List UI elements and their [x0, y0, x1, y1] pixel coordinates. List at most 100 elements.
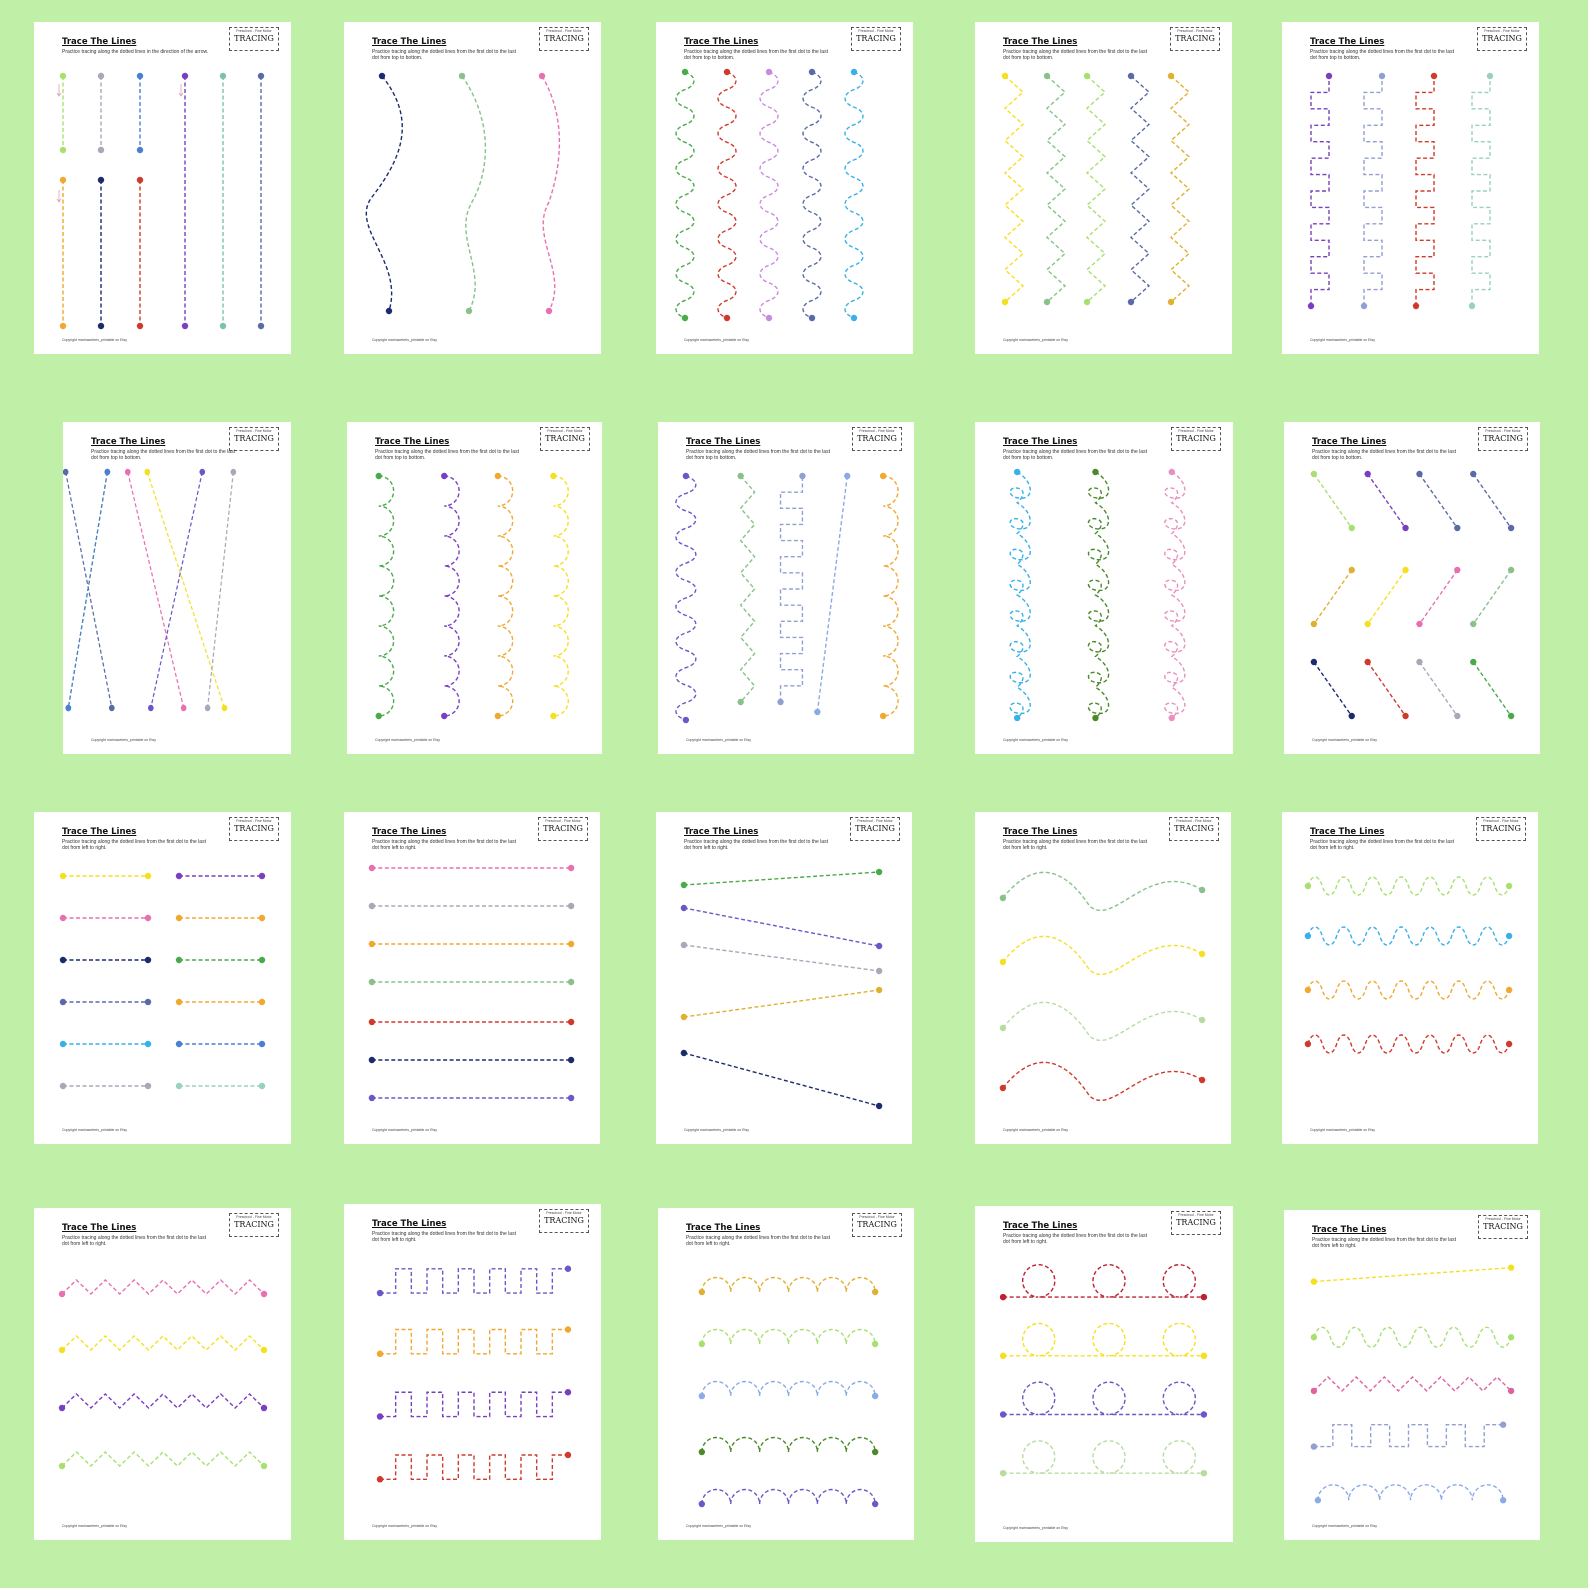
- start-end-dot: [723, 314, 731, 322]
- tracing-line: [701, 1328, 876, 1345]
- start-end-dot: [1200, 1352, 1208, 1360]
- start-end-dot: [1378, 72, 1386, 80]
- start-end-dot: [1470, 470, 1477, 478]
- tracing-line: [497, 475, 514, 717]
- logo-subtitle: Preschool - Fine Motor: [546, 29, 582, 33]
- start-end-dot: [144, 998, 152, 1006]
- tracing-art: [368, 864, 575, 1102]
- start-end-dot: [1083, 298, 1091, 306]
- start-end-dot: [1454, 524, 1461, 532]
- start-end-dot: [1416, 658, 1423, 666]
- tracing-line: [1307, 980, 1510, 1000]
- tracing-line: [65, 471, 113, 709]
- logo-subtitle: Preschool - Fine Motor: [1178, 1213, 1214, 1217]
- start-end-dot: [564, 1389, 572, 1396]
- start-end-dot: [999, 1352, 1007, 1360]
- worksheet-title: Trace The Lines: [684, 827, 759, 837]
- worksheet-instructions: Practice tracing along the dotted lines …: [686, 449, 830, 461]
- tracing-line: [1307, 876, 1510, 896]
- start-end-dot: [368, 864, 376, 872]
- tracing-line: [380, 1268, 568, 1294]
- worksheet-page: Trace The Lines Practice tracing along th…: [975, 1206, 1233, 1542]
- tracing-line: [701, 1276, 876, 1293]
- tracing-line: [1009, 471, 1031, 719]
- tracing-art: [58, 1279, 268, 1470]
- tracing-logo: Preschool - Fine Motor TRACING: [1476, 817, 1526, 841]
- tracing-line: [1418, 569, 1458, 625]
- start-end-dot: [1167, 298, 1175, 306]
- start-end-dot: [260, 1346, 268, 1354]
- logo-title: TRACING: [856, 34, 896, 43]
- tracing-art: [1310, 470, 1515, 720]
- tracing-art: [1009, 468, 1186, 722]
- start-end-dot: [698, 1448, 706, 1456]
- tracing-line: [1317, 1484, 1504, 1501]
- tracing-line: [380, 1454, 568, 1480]
- tracing-art: [999, 1264, 1208, 1477]
- start-end-dot: [1043, 72, 1051, 80]
- worksheet-page: Trace The Lines Practice tracing along th…: [344, 22, 601, 354]
- start-end-dot: [1314, 1497, 1322, 1504]
- start-end-dot: [59, 176, 67, 184]
- start-end-dot: [567, 940, 575, 948]
- start-end-dot: [765, 314, 773, 322]
- copyright-text: Copyright marinaceteris_printable on Ets…: [62, 1524, 127, 1528]
- tracing-line: [1418, 661, 1458, 717]
- tracing-line: [444, 475, 460, 717]
- start-end-dot: [698, 1288, 706, 1296]
- copyright-text: Copyright marinaceteris_printable on Ets…: [686, 738, 751, 742]
- start-end-dot: [1507, 1334, 1515, 1341]
- tracing-line: [759, 71, 779, 319]
- start-end-dot: [458, 72, 466, 80]
- start-end-dot: [1364, 620, 1371, 628]
- start-end-dot: [567, 1094, 575, 1102]
- start-end-dot: [1416, 620, 1423, 628]
- start-end-dot: [63, 468, 69, 476]
- worksheet-page: Trace The Lines Practice tracing along th…: [344, 1204, 601, 1540]
- tracing-logo: Preschool - Fine Motor TRACING: [539, 27, 589, 51]
- start-end-dot: [564, 1326, 572, 1333]
- copyright-text: Copyright marinaceteris_printable on Ets…: [1312, 1524, 1377, 1528]
- tracing-line: [739, 475, 756, 703]
- start-end-dot: [378, 72, 386, 80]
- start-end-dot: [1198, 950, 1206, 958]
- start-end-dot: [1304, 882, 1312, 890]
- worksheet-page: Trace The Lines Practice tracing along th…: [34, 1208, 291, 1540]
- start-end-dot: [59, 998, 67, 1006]
- worksheet-title: Trace The Lines: [62, 1223, 137, 1233]
- start-end-dot: [368, 940, 376, 948]
- start-end-dot: [680, 881, 688, 889]
- start-end-dot: [1198, 1076, 1206, 1084]
- logo-title: TRACING: [857, 434, 897, 443]
- tracing-art: [56, 72, 265, 330]
- copyright-text: Copyright marinaceteris_printable on Ets…: [372, 338, 437, 342]
- worksheet-page: Trace The Lines Practice tracing along th…: [63, 422, 291, 754]
- tracing-line: [701, 1380, 876, 1397]
- logo-title: TRACING: [543, 824, 583, 833]
- tracing-art: [365, 72, 561, 315]
- tracing-line: [1415, 76, 1435, 306]
- copyright-text: Copyright marinaceteris_printable on Ets…: [375, 738, 440, 742]
- start-end-dot: [808, 68, 816, 76]
- copyright-text: Copyright marinaceteris_printable on Ets…: [1003, 738, 1068, 742]
- start-end-dot: [1310, 1278, 1318, 1285]
- start-end-dot: [737, 472, 744, 480]
- tracing-line: [1002, 935, 1203, 976]
- start-end-dot: [567, 864, 575, 872]
- tracing-logo: Preschool - Fine Motor TRACING: [229, 817, 279, 841]
- start-end-dot: [680, 904, 688, 912]
- tracing-logo: Preschool - Fine Motor TRACING: [229, 427, 279, 451]
- logo-subtitle: Preschool - Fine Motor: [1176, 819, 1212, 823]
- tracing-line: [380, 1391, 568, 1418]
- tracing-logo: Preschool - Fine Motor TRACING: [850, 817, 900, 841]
- worksheet-title: Trace The Lines: [686, 437, 761, 447]
- tracing-logo: Preschool - Fine Motor TRACING: [229, 1213, 279, 1237]
- logo-subtitle: Preschool - Fine Motor: [858, 29, 894, 33]
- tracing-line: [1472, 569, 1512, 625]
- start-end-dot: [871, 1448, 879, 1456]
- tracing-line: [1002, 1001, 1203, 1042]
- worksheet-instructions: Practice tracing along the dotted lines …: [375, 449, 519, 461]
- tracing-line: [683, 871, 880, 886]
- tracing-line: [683, 944, 880, 972]
- start-end-dot: [97, 322, 105, 330]
